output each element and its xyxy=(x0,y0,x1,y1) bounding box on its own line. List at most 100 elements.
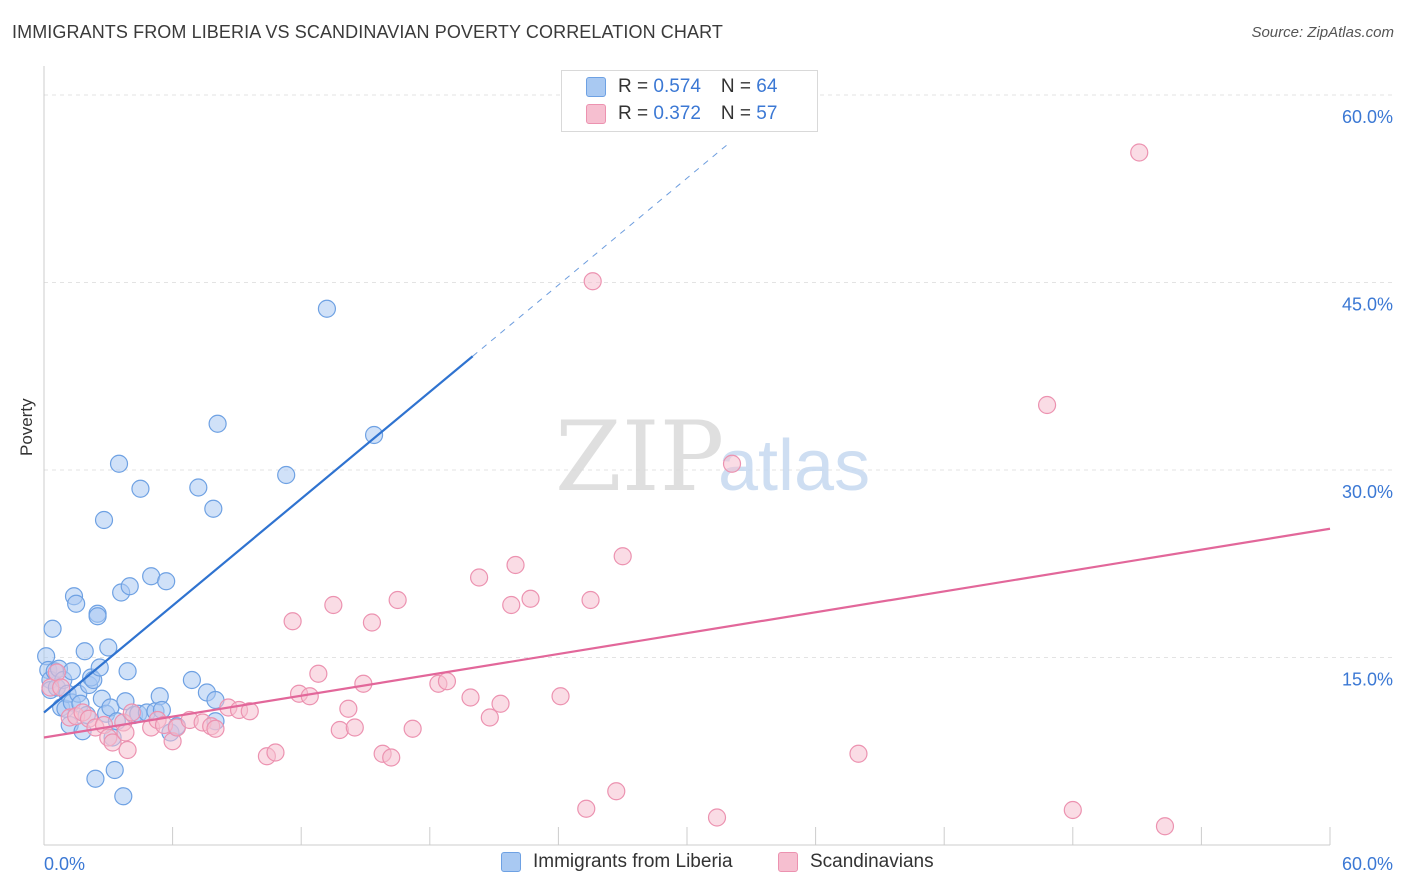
point-liberia xyxy=(131,479,150,498)
point-scandinavians xyxy=(491,694,510,713)
point-scandinavians xyxy=(551,687,570,706)
point-scandinavians xyxy=(722,454,742,473)
y-tick-label: 45.0% xyxy=(1342,295,1393,315)
point-liberia xyxy=(99,638,118,657)
point-liberia xyxy=(62,662,81,681)
source-credit: Source: ZipAtlas.com xyxy=(1251,24,1394,41)
legend-row-scandinavians: R = 0.372 N = 57 xyxy=(586,102,777,126)
point-liberia xyxy=(364,425,384,445)
axes-layer xyxy=(43,66,1331,846)
point-scandinavians xyxy=(581,590,600,610)
legend-swatch-blue xyxy=(501,852,521,872)
point-scandinavians xyxy=(103,733,122,752)
point-scandinavians xyxy=(339,699,358,718)
point-scandinavians xyxy=(403,719,422,738)
trendline-liberia-extension xyxy=(472,142,731,357)
legend-swatch-pink xyxy=(586,104,606,124)
chart-title: IMMIGRANTS FROM LIBERIA VS SCANDINAVIAN … xyxy=(12,22,723,42)
point-liberia xyxy=(67,594,86,613)
point-liberia xyxy=(120,577,139,596)
point-scandinavians xyxy=(461,688,480,707)
point-liberia xyxy=(208,414,227,433)
legend-row-liberia: R = 0.574 N = 64 xyxy=(586,75,777,99)
legend-n-label: N = xyxy=(720,76,757,97)
points-layer xyxy=(37,143,1175,836)
tick-labels: 15.0% 30.0% 45.0% 60.0% 0.0% 60.0% xyxy=(44,107,1393,874)
point-liberia xyxy=(43,619,62,638)
legend-label-scandinavians: Scandinavians xyxy=(810,851,934,872)
point-liberia xyxy=(204,499,223,518)
legend-n-label: N = xyxy=(720,103,757,124)
point-scandinavians xyxy=(613,547,632,566)
point-liberia xyxy=(277,465,296,485)
legend-swatch-blue xyxy=(586,77,606,97)
point-liberia xyxy=(75,642,94,661)
x-tick-label: 60.0% xyxy=(1342,854,1393,874)
point-scandinavians xyxy=(437,672,457,691)
y-tick-label: 30.0% xyxy=(1342,482,1393,502)
point-scandinavians xyxy=(1130,143,1149,162)
point-liberia xyxy=(94,510,114,530)
legend-n-value: 57 xyxy=(756,103,778,124)
watermark: ZIP atlas xyxy=(555,401,870,513)
legend-r-value: 0.574 xyxy=(653,76,701,97)
trend-layer xyxy=(43,142,1331,739)
legend-r-value: 0.372 xyxy=(653,103,701,124)
point-scandinavians xyxy=(1155,817,1175,836)
point-scandinavians xyxy=(362,613,382,632)
point-liberia xyxy=(88,607,107,626)
point-liberia xyxy=(142,567,161,586)
point-scandinavians xyxy=(116,723,135,742)
point-scandinavians xyxy=(47,663,66,682)
y-tick-label: 15.0% xyxy=(1342,670,1393,690)
point-scandinavians xyxy=(330,720,349,740)
legend-swatch-pink xyxy=(778,852,798,872)
point-liberia xyxy=(114,787,133,806)
point-scandinavians xyxy=(206,719,225,738)
point-scandinavians xyxy=(502,595,521,615)
point-scandinavians xyxy=(309,664,328,683)
point-scandinavians xyxy=(240,702,259,721)
point-liberia xyxy=(189,478,208,497)
point-scandinavians xyxy=(266,743,285,762)
series-legend: Immigrants from Liberia Scandinavians xyxy=(0,851,1406,877)
point-liberia xyxy=(317,299,337,318)
point-scandinavians xyxy=(345,718,364,737)
legend-r-label: R = xyxy=(618,103,654,124)
x-tick-label: 0.0% xyxy=(44,854,85,874)
point-scandinavians xyxy=(521,589,540,608)
legend-n-value: 64 xyxy=(756,76,778,97)
correlation-legend: R = 0.574 N = 64 R = 0.372 N = 57 xyxy=(561,70,818,132)
grid-layer xyxy=(44,94,1392,658)
point-scandinavians xyxy=(849,744,868,763)
point-scandinavians xyxy=(607,782,626,801)
watermark-zip: ZIP xyxy=(555,401,724,513)
point-scandinavians xyxy=(707,808,727,827)
point-scandinavians xyxy=(1037,395,1057,415)
y-axis-title: Poverty xyxy=(17,398,36,456)
point-scandinavians xyxy=(480,708,499,727)
point-liberia xyxy=(105,760,124,780)
point-liberia xyxy=(118,662,137,681)
point-liberia xyxy=(86,769,105,788)
point-scandinavians xyxy=(506,555,525,575)
legend-label-liberia: Immigrants from Liberia xyxy=(533,851,733,872)
point-scandinavians xyxy=(52,678,71,697)
point-scandinavians xyxy=(118,740,137,760)
point-liberia xyxy=(157,572,176,591)
point-liberia xyxy=(182,670,201,690)
legend-r-label: R = xyxy=(618,76,654,97)
point-scandinavians xyxy=(324,595,343,615)
trendline-scandinavians xyxy=(43,527,1331,739)
watermark-atlas: atlas xyxy=(718,426,870,506)
point-scandinavians xyxy=(122,703,141,722)
point-scandinavians xyxy=(1063,800,1082,820)
legend-item-liberia: Immigrants from Liberia xyxy=(501,851,733,873)
point-scandinavians xyxy=(469,568,489,587)
point-scandinavians xyxy=(583,272,602,291)
y-tick-label: 60.0% xyxy=(1342,107,1393,127)
point-scandinavians xyxy=(382,748,401,767)
trendline-liberia xyxy=(43,355,474,714)
point-scandinavians xyxy=(283,612,302,631)
